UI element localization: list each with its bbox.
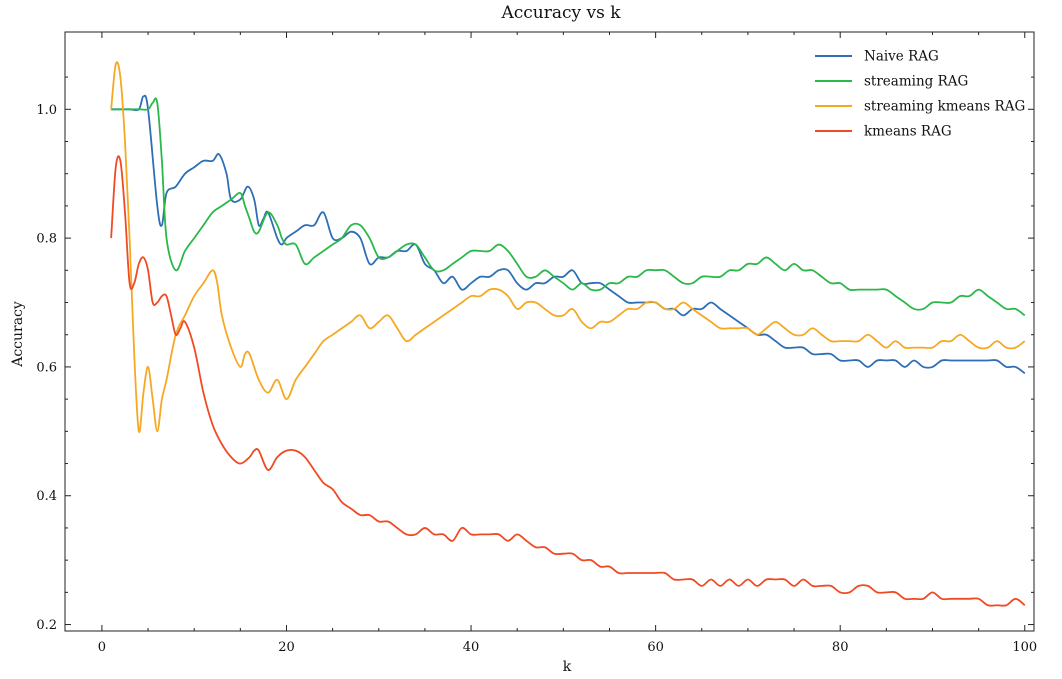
series-line-streaming-rag: [111, 97, 1026, 317]
legend-label-streaming-rag: streaming RAG: [864, 74, 968, 90]
series-line-streaming-kmeans-rag: [110, 61, 1026, 433]
chart-title: Accuracy vs k: [500, 3, 621, 23]
y-tick-label: 0.6: [36, 360, 57, 375]
y-tick-label: 0.8: [36, 232, 57, 247]
legend-label-streaming-kmeans-rag: streaming kmeans RAG: [864, 99, 1025, 115]
x-tick-label: 20: [278, 640, 295, 655]
x-tick-label: 60: [647, 640, 664, 655]
y-axis-label: Accuracy: [10, 301, 26, 368]
y-tick-label: 0.4: [36, 489, 57, 504]
x-axis-label: k: [563, 659, 572, 675]
series-line-kmeans-rag: [110, 155, 1026, 607]
y-tick-label: 1.0: [36, 103, 57, 118]
x-tick-label: 40: [463, 640, 480, 655]
x-tick-label: 0: [98, 640, 106, 655]
x-tick-label: 100: [1012, 640, 1037, 655]
legend-label-kmeans-rag: kmeans RAG: [864, 124, 952, 140]
y-tick-label: 0.2: [36, 618, 57, 633]
x-tick-label: 80: [832, 640, 849, 655]
plot-frame: [64, 31, 1035, 632]
legend-label-naive-rag: Naive RAG: [864, 49, 939, 65]
legend: Naive RAG streaming RAG streaming kmeans R…: [815, 49, 1025, 140]
series-layer: [110, 61, 1026, 607]
